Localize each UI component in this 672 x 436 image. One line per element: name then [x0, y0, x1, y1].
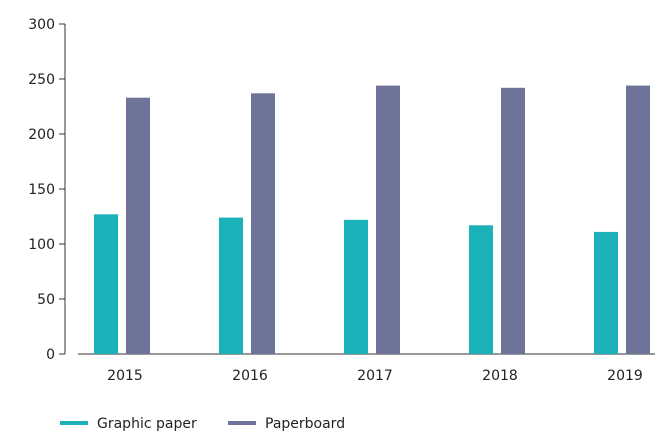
legend: Graphic paper Paperboard: [60, 416, 345, 432]
bar-graphic-paper-2017: [344, 219, 368, 354]
bars: [94, 85, 650, 355]
bar-graphic-paper-2018: [469, 225, 493, 354]
x-tick-label: 2017: [357, 368, 393, 384]
y-tick-label: 0: [46, 347, 55, 363]
y-tick-label: 150: [28, 182, 55, 198]
y-tick-label: 100: [28, 237, 55, 253]
x-tick-label: 2019: [607, 368, 643, 384]
bar-graphic-paper-2019: [594, 231, 618, 354]
x-axis: 2015 2016 2017 2018 2019: [78, 353, 655, 384]
bar-paperboard-2017: [376, 85, 400, 354]
x-tick-label: 2016: [232, 368, 268, 384]
y-tick-label: 250: [28, 72, 55, 88]
y-tick-label: 300: [28, 17, 55, 33]
bar-paperboard-2015: [126, 97, 150, 354]
y-axis: 0 50 100 150 200 250 300: [28, 17, 66, 363]
bar-graphic-paper-2016: [219, 217, 243, 354]
y-tick-label: 50: [37, 292, 55, 308]
y-tick-label: 200: [28, 127, 55, 143]
bar-paperboard-2018: [501, 87, 525, 355]
bar-graphic-paper-2015: [94, 214, 118, 354]
legend-label-paperboard: Paperboard: [265, 416, 345, 432]
x-tick-label: 2015: [107, 368, 143, 384]
bar-paperboard-2019: [626, 85, 650, 354]
bar-paperboard-2016: [251, 93, 275, 355]
legend-label-graphic-paper: Graphic paper: [97, 416, 197, 432]
x-tick-label: 2018: [482, 368, 518, 384]
